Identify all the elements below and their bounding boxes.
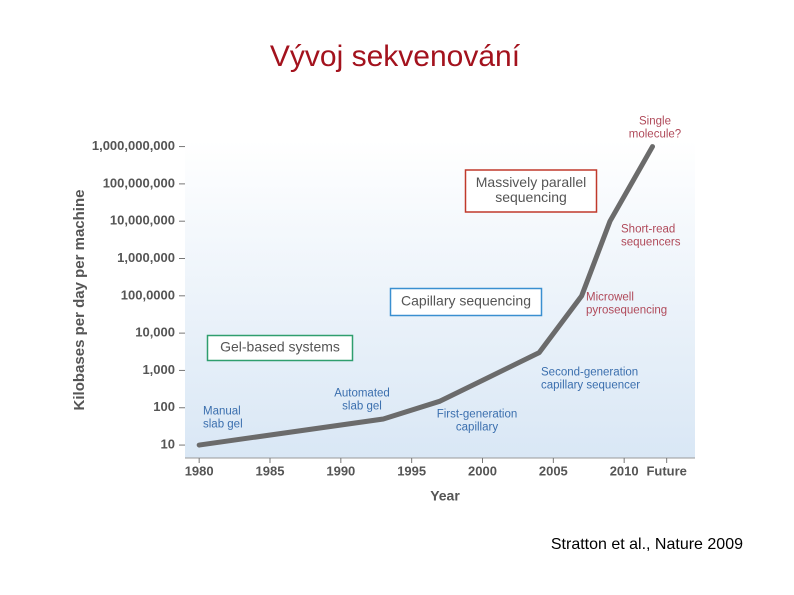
annotation-text: Massively parallel xyxy=(476,174,586,190)
growth-line xyxy=(196,144,655,448)
annotation-text: Single xyxy=(639,116,671,128)
y-tick-label: 100 xyxy=(153,399,175,414)
annotation-text: Manual xyxy=(203,406,241,418)
y-tick-label: 10,000 xyxy=(135,325,175,340)
citation: Stratton et al., Nature 2009 xyxy=(551,536,743,553)
annotation-text: sequencing xyxy=(495,189,567,205)
x-tick-label: 1980 xyxy=(185,463,214,478)
annotation-box xyxy=(389,287,543,317)
annotation-box xyxy=(464,169,598,213)
annotation-text: Microwell xyxy=(586,292,634,304)
annotation-text: slab gel xyxy=(342,401,382,413)
y-tick-label: 1,000 xyxy=(142,362,175,377)
y-tick-label: 1,000,000,000 xyxy=(92,138,175,153)
x-tick-label: 1985 xyxy=(256,463,285,478)
annotation-box xyxy=(206,334,354,362)
annotation-text: capillary xyxy=(456,422,498,434)
y-tick-label: 1,000,000 xyxy=(117,250,175,265)
annotation-text: Automated xyxy=(334,388,390,400)
y-tick-label: 10,000,000 xyxy=(110,213,175,228)
x-tick-label: 1990 xyxy=(326,463,355,478)
y-tick-label: 10 xyxy=(161,436,175,451)
x-tick-label: 2000 xyxy=(468,463,497,478)
x-tick-label: 1995 xyxy=(397,463,426,478)
annotation-text: Short-read xyxy=(621,224,675,236)
annotation-text: molecule? xyxy=(629,129,681,141)
y-tick-label: 100,0000 xyxy=(121,287,175,302)
y-tick-label: 100,000,000 xyxy=(103,175,175,190)
slide-title: Vývoj sekvenování xyxy=(270,40,521,73)
annotation-text: capillary sequencer xyxy=(541,380,640,392)
annotation-text: pyrosequencing xyxy=(586,305,667,317)
x-axis-title: Year xyxy=(430,488,460,504)
x-tick-label: Future xyxy=(646,463,686,478)
x-tick-label: 2005 xyxy=(539,463,568,478)
y-axis-title: Kilobases per day per machine xyxy=(71,190,88,411)
annotation-text: slab gel xyxy=(203,419,243,431)
annotation-text: Gel-based systems xyxy=(220,339,340,355)
annotation-text: Second-generation xyxy=(541,367,638,379)
annotation-text: First-generation xyxy=(437,409,518,421)
x-tick-label: 2010 xyxy=(610,463,639,478)
annotation-text: sequencers xyxy=(621,237,681,249)
annotation-text: Capillary sequencing xyxy=(401,293,531,309)
